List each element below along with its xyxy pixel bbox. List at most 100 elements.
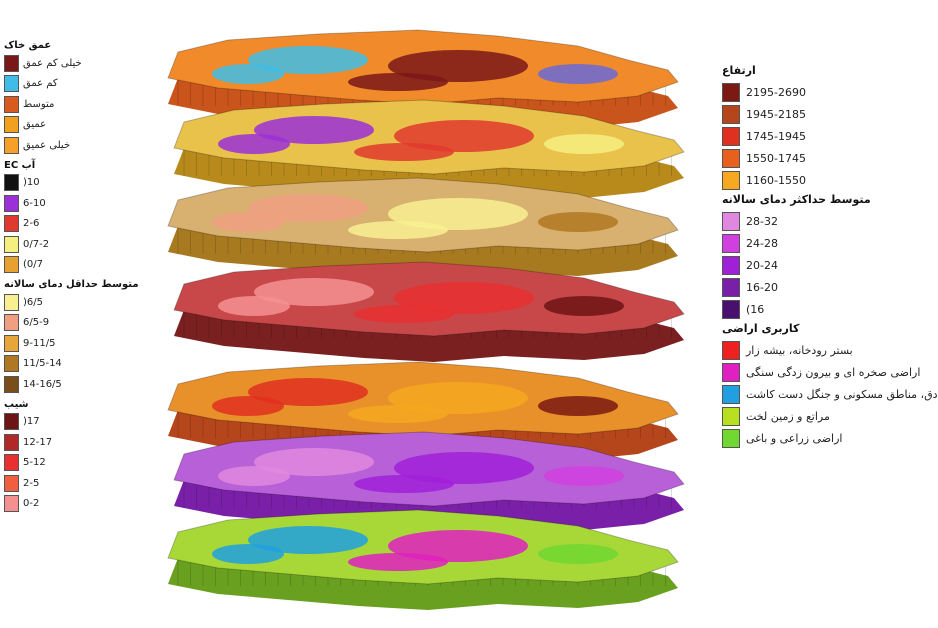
legend-group-title: EC آب xyxy=(4,159,36,171)
min-temperature-layer xyxy=(167,177,679,278)
legend-right: ارتفاع 2195-2690 1945-2185 1745-1945 1550-17… xyxy=(722,62,938,449)
legend-label: 11/5-14 xyxy=(23,358,62,370)
legend-group-title: عمق خاک xyxy=(4,40,52,51)
legend-label: 6-10 xyxy=(23,197,46,209)
legend-swatch xyxy=(722,406,740,426)
legend-item: کم عمق xyxy=(4,74,154,95)
legend-item: 28-32 xyxy=(722,210,934,232)
legend-label: (0/7 xyxy=(23,259,43,271)
layer-patch xyxy=(348,73,448,91)
legend-item: مراتع و زمین لخت xyxy=(722,405,934,427)
legend-label: بستر رودخانه، بیشه زار xyxy=(746,343,853,357)
legend-item: 14-16/5 xyxy=(4,374,154,395)
layer-patch xyxy=(348,221,448,239)
legend-swatch xyxy=(4,355,19,373)
layer-patch xyxy=(212,396,284,416)
legend-label: دق، مناطق مسکونی و جنگل دست کاشت xyxy=(746,387,938,401)
layer-patch xyxy=(212,544,284,564)
legend-swatch xyxy=(4,174,19,192)
legend-swatch xyxy=(722,428,740,448)
slope-layer xyxy=(173,261,685,362)
legend-group-title: ارتفاع xyxy=(722,64,756,77)
legend-swatch xyxy=(722,384,740,404)
legend-swatch xyxy=(722,82,740,102)
legend-swatch xyxy=(4,334,19,352)
layer-patch xyxy=(394,452,534,484)
legend-item: اراضی صخره ای و بیرون زدگی سنگی xyxy=(722,361,934,383)
legend-swatch xyxy=(722,104,740,124)
legend-swatch xyxy=(722,277,740,297)
legend-label: 1945-2185 xyxy=(746,107,806,121)
legend-label: 24-28 xyxy=(746,236,778,250)
legend-swatch xyxy=(4,235,19,253)
legend-item: 1160-1550 xyxy=(722,169,934,191)
legend-swatch xyxy=(722,255,740,275)
legend-item: 6-10 xyxy=(4,193,154,214)
legend-swatch xyxy=(722,211,740,231)
legend-swatch xyxy=(4,256,19,274)
layer-patch xyxy=(218,296,290,316)
layer-patch xyxy=(388,198,528,230)
legend-swatch xyxy=(4,413,19,431)
layer-patch xyxy=(348,405,448,423)
legend-item: 6/5-9 xyxy=(4,313,154,334)
legend-item: 9-11/5 xyxy=(4,333,154,354)
legend-swatch xyxy=(722,299,740,319)
legend-group-title: کاربری اراضی xyxy=(722,322,800,335)
legend-label: 0/7-2 xyxy=(23,238,50,250)
legend-item: 12-17 xyxy=(4,432,154,453)
layer-patch xyxy=(538,64,618,84)
layer-patch xyxy=(212,64,284,84)
legend-label: خیلی عمیق xyxy=(23,139,71,151)
legend-swatch xyxy=(722,148,740,168)
legend-group-title: متوسط حداقل دمای سالانه xyxy=(4,279,139,290)
layer-patch xyxy=(248,526,368,554)
legend-item: )17 xyxy=(4,412,154,433)
layer-patch xyxy=(394,120,534,152)
layer-patch xyxy=(248,194,368,222)
legend-swatch xyxy=(4,375,19,393)
layer-patch xyxy=(348,553,448,571)
legend-swatch xyxy=(4,194,19,212)
legend-item: خیلی کم عمق xyxy=(4,53,154,74)
legend-item: )6/5 xyxy=(4,292,154,313)
legend-group-title: متوسط حداکثر دمای سالانه xyxy=(722,193,871,206)
layer-patch xyxy=(388,530,528,562)
legend-swatch xyxy=(722,126,740,146)
legend-label: 1160-1550 xyxy=(746,173,806,187)
legend-label: اراضی صخره ای و بیرون زدگی سنگی xyxy=(746,365,921,379)
legend-swatch xyxy=(4,433,19,451)
legend-label: اراضی زراعی و باغی xyxy=(746,431,843,445)
legend-swatch xyxy=(4,136,19,154)
legend-item: 2-6 xyxy=(4,214,154,235)
legend-item: 0-2 xyxy=(4,494,154,515)
legend-label: 1745-1945 xyxy=(746,129,806,143)
legend-label: مراتع و زمین لخت xyxy=(746,409,830,423)
layer-patch xyxy=(254,116,374,144)
layer-patch xyxy=(248,46,368,74)
legend-swatch xyxy=(4,75,19,93)
layer-patch xyxy=(544,134,624,154)
layer-patch xyxy=(388,382,528,414)
layer-patch xyxy=(544,466,624,486)
legend-item: 16-20 xyxy=(722,276,934,298)
legend-item: بستر رودخانه، بیشه زار xyxy=(722,339,934,361)
legend-swatch xyxy=(4,54,19,72)
legend-item: (16 xyxy=(722,298,934,320)
layer-patch xyxy=(354,475,454,493)
legend-label: 16-20 xyxy=(746,280,778,294)
legend-swatch xyxy=(4,454,19,472)
legend-swatch xyxy=(4,215,19,233)
legend-item: 11/5-14 xyxy=(4,354,154,375)
layer-patch xyxy=(538,396,618,416)
legend-item: متوسط xyxy=(4,94,154,115)
layer-patch xyxy=(218,134,290,154)
layer-patch xyxy=(212,212,284,232)
legend-swatch xyxy=(4,293,19,311)
legend-swatch xyxy=(4,474,19,492)
layer-patch xyxy=(254,448,374,476)
legend-swatch xyxy=(4,495,19,513)
legend-label: (16 xyxy=(746,302,765,316)
legend-item: عمیق xyxy=(4,115,154,136)
layer-patch xyxy=(248,378,368,406)
